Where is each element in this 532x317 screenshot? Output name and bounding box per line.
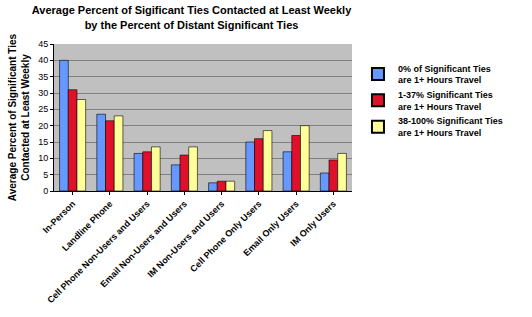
- svg-text:Landline Phone: Landline Phone: [60, 199, 114, 253]
- svg-text:Cell Phone Non-Users and Users: Cell Phone Non-Users and Users: [45, 199, 151, 305]
- svg-text:IM Non-Users and Users: IM Non-Users and Users: [146, 199, 227, 280]
- svg-text:30: 30: [38, 88, 48, 98]
- svg-text:5: 5: [43, 170, 48, 180]
- svg-text:35: 35: [38, 72, 48, 82]
- svg-text:0% of Significant Tiesare 1+ H: 0% of Significant Tiesare 1+ Hours Trave…: [398, 64, 491, 86]
- svg-text:45: 45: [38, 39, 48, 49]
- svg-text:0: 0: [43, 186, 48, 196]
- svg-text:Email Only Users: Email Only Users: [241, 199, 300, 258]
- svg-text:Cell Phone Only Users: Cell Phone Only Users: [188, 199, 263, 274]
- svg-text:25: 25: [38, 104, 48, 114]
- svg-text:20: 20: [38, 121, 48, 131]
- svg-text:38-100% Significant Tiesare 1+: 38-100% Significant Tiesare 1+ Hours Tra…: [398, 116, 503, 138]
- svg-text:Email Non-Users and Users: Email Non-Users and Users: [98, 199, 189, 290]
- svg-text:In-Person: In-Person: [41, 199, 77, 235]
- svg-text:15: 15: [38, 137, 48, 147]
- svg-text:10: 10: [38, 153, 48, 163]
- svg-text:IM Only Users: IM Only Users: [288, 199, 338, 249]
- svg-text:1-37% Significant Tiesare 1+ H: 1-37% Significant Tiesare 1+ Hours Trave…: [398, 90, 493, 112]
- svg-text:Average Percent of Significant: Average Percent of Significant TiesConta…: [7, 33, 31, 201]
- svg-text:Average Percent of Sigificant: Average Percent of Sigificant Ties Conta…: [32, 4, 352, 30]
- svg-text:40: 40: [38, 55, 48, 65]
